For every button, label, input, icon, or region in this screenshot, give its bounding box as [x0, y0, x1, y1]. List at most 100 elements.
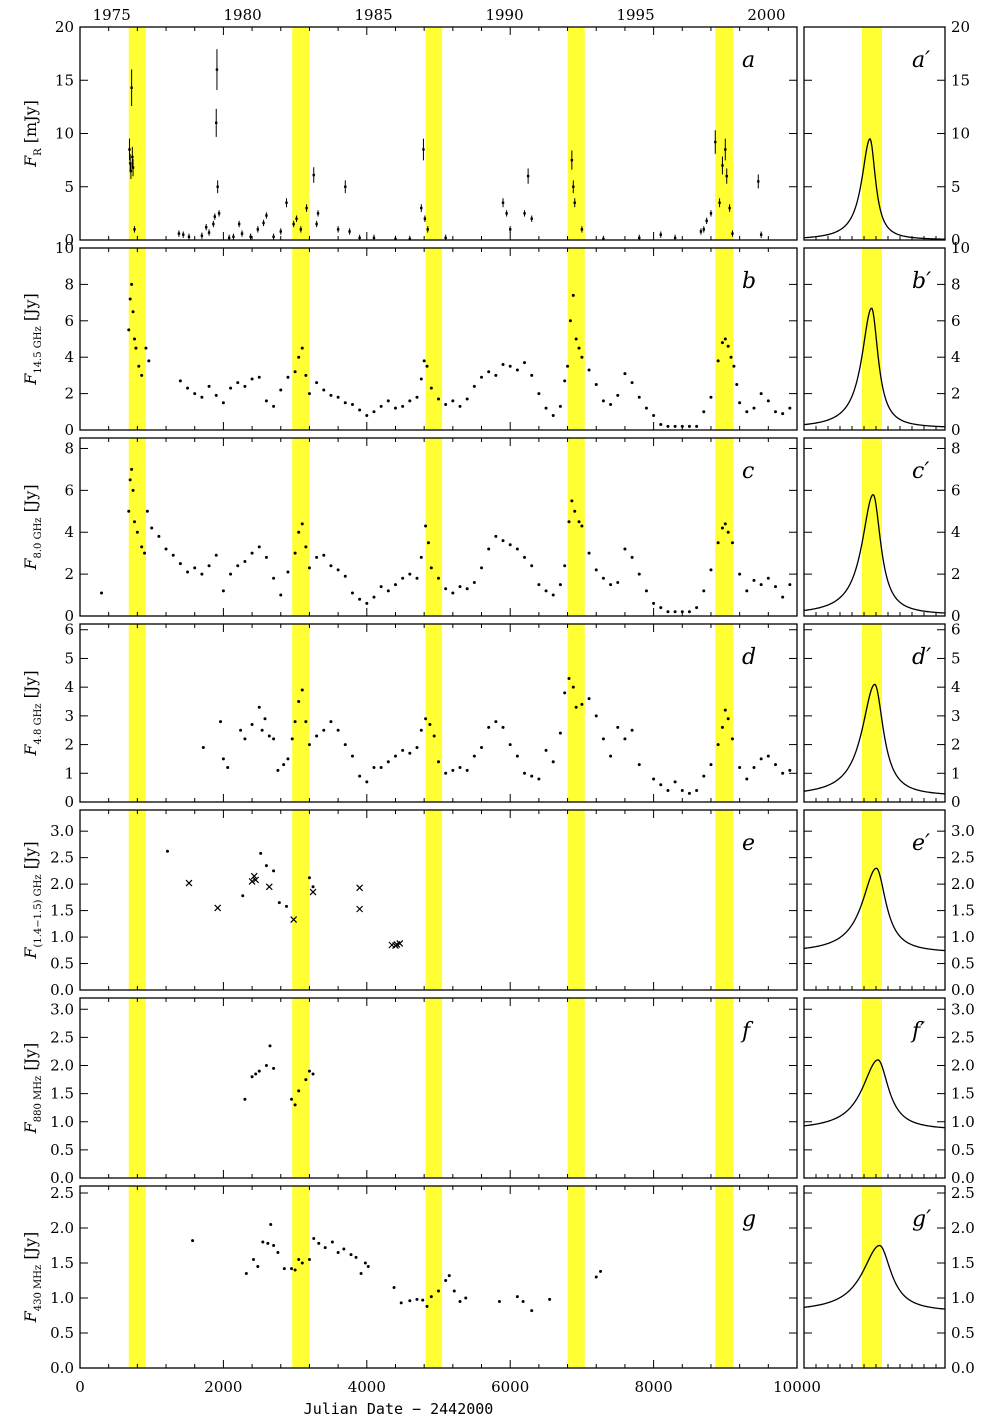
data-point [699, 230, 703, 233]
data-point [587, 368, 591, 372]
data-point [616, 725, 620, 729]
data-point [480, 375, 484, 379]
data-point [379, 404, 383, 408]
data-point [186, 570, 190, 574]
data-point [759, 583, 763, 587]
y-tick-label-right: 3 [951, 707, 961, 725]
data-point [458, 766, 462, 770]
data-point [766, 754, 770, 758]
data-point [480, 745, 484, 749]
data-point [570, 158, 574, 162]
y-tick-label: 4 [64, 348, 74, 366]
data-point [530, 774, 534, 778]
y-tick-label: 2 [64, 736, 74, 754]
data-point [601, 737, 605, 741]
panel-letter-f: f [740, 1019, 754, 1044]
y-tick-label-right: 0.5 [951, 955, 975, 973]
data-point [290, 1097, 294, 1101]
data-point [186, 386, 190, 390]
data-point [322, 553, 326, 557]
data-point [130, 282, 134, 286]
data-point [666, 610, 670, 614]
data-point [128, 478, 132, 482]
year-label: 1985 [355, 6, 393, 24]
data-point [695, 424, 699, 428]
data-point [312, 1237, 316, 1240]
data-point [695, 789, 699, 793]
data-point [269, 1223, 273, 1226]
panel-frame-f [79, 997, 798, 1179]
data-point [601, 399, 605, 403]
y-tick-label-right: 20 [951, 18, 970, 36]
data-point [544, 589, 548, 593]
data-point-cross [252, 876, 260, 884]
y-tick-label-right: 4 [951, 348, 961, 366]
data-point [759, 233, 763, 236]
data-point [788, 583, 792, 587]
data-point [315, 381, 319, 385]
flare-band-f-0 [128, 998, 146, 1178]
flare-band-a-4 [715, 27, 734, 240]
data-point [204, 226, 208, 229]
data-point [216, 185, 219, 188]
y-tick-label-right: 1.5 [951, 1085, 975, 1103]
data-point [523, 555, 527, 559]
data-point [266, 1241, 270, 1245]
data-point [221, 757, 225, 761]
data-point [329, 720, 333, 724]
data-point [290, 737, 294, 741]
data-point [264, 555, 268, 559]
x-tick-label: 0 [75, 1378, 85, 1396]
y-tick-label: 0 [64, 231, 74, 249]
data-point [372, 236, 376, 240]
data-point [702, 589, 706, 593]
data-point [616, 580, 620, 584]
panel-letter-c: c [742, 459, 754, 484]
model-curve-a [803, 137, 946, 240]
data-point [354, 1255, 358, 1259]
data-point [523, 361, 527, 365]
y-tick-label: 1.5 [50, 1085, 74, 1103]
data-point [399, 1301, 403, 1305]
flare-band-f-1 [292, 998, 310, 1178]
y-tick-label: 10 [55, 125, 74, 143]
data-point [408, 237, 412, 241]
y-tick-label: 20 [55, 18, 74, 36]
y-tick-label-right: 2.5 [951, 849, 975, 867]
data-point [365, 780, 369, 784]
data-point [232, 235, 235, 239]
data-point [311, 1072, 315, 1076]
y-tick-label-right: 1.0 [951, 1289, 975, 1307]
data-point [563, 379, 567, 383]
model-curve-e [803, 867, 946, 952]
data-point [702, 410, 706, 414]
flare-band-c-2 [425, 438, 443, 616]
data-point [200, 395, 204, 399]
data-point [300, 346, 304, 350]
data-point [494, 534, 498, 538]
data-point [720, 526, 724, 530]
flare-band-e-2 [425, 810, 443, 990]
y-tick-label-right: 6 [951, 621, 961, 639]
y-axis-label-f: F880 MHz [Jy] [21, 1043, 44, 1135]
y-tick-label-right: 2.0 [951, 1219, 975, 1237]
data-point [709, 212, 713, 215]
data-point [745, 410, 749, 414]
data-point [372, 766, 376, 770]
data-point [720, 341, 724, 345]
data-point [178, 379, 182, 383]
panel-letter-a: a [742, 48, 755, 73]
data-point [177, 232, 181, 235]
y-tick-label-right: 2 [951, 565, 961, 583]
y-tick-label-right: 1 [951, 764, 961, 782]
data-point [243, 560, 247, 564]
data-point [487, 725, 491, 729]
data-point [201, 745, 205, 749]
panel-frame-side-b [803, 247, 946, 431]
data-point [673, 610, 677, 614]
data-point [558, 404, 562, 408]
panel-letter-d: d [742, 645, 756, 670]
data-point [268, 1044, 272, 1048]
flare-band-c-4 [715, 438, 734, 616]
data-point [329, 393, 333, 397]
